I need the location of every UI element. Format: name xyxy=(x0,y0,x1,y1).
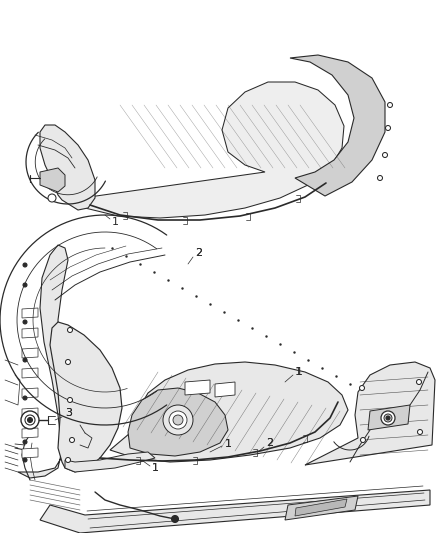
Circle shape xyxy=(67,398,73,402)
Text: 2: 2 xyxy=(266,438,273,448)
Polygon shape xyxy=(22,448,38,458)
Circle shape xyxy=(23,458,27,462)
Polygon shape xyxy=(22,388,38,398)
Text: 2: 2 xyxy=(195,248,202,258)
Circle shape xyxy=(67,327,73,333)
Text: 3: 3 xyxy=(65,408,72,418)
Circle shape xyxy=(70,438,74,442)
Polygon shape xyxy=(290,55,385,196)
Circle shape xyxy=(386,416,390,420)
Text: 3: 3 xyxy=(65,408,72,418)
Circle shape xyxy=(173,415,183,425)
Circle shape xyxy=(23,283,27,287)
Circle shape xyxy=(385,125,391,131)
Polygon shape xyxy=(40,168,65,192)
Polygon shape xyxy=(215,382,235,397)
Circle shape xyxy=(23,358,27,362)
Circle shape xyxy=(417,379,421,384)
Polygon shape xyxy=(40,490,430,533)
Polygon shape xyxy=(22,328,38,338)
Polygon shape xyxy=(22,428,38,438)
Polygon shape xyxy=(22,348,38,358)
Text: 1: 1 xyxy=(225,439,232,449)
Polygon shape xyxy=(295,499,347,516)
Circle shape xyxy=(25,415,35,425)
Circle shape xyxy=(417,430,423,434)
Polygon shape xyxy=(128,388,228,456)
Circle shape xyxy=(48,194,56,202)
Polygon shape xyxy=(40,125,95,210)
Text: 2: 2 xyxy=(266,438,273,448)
Circle shape xyxy=(381,411,395,425)
Text: 1: 1 xyxy=(152,463,159,473)
Polygon shape xyxy=(50,322,122,472)
Polygon shape xyxy=(22,368,38,378)
Circle shape xyxy=(388,102,392,108)
Circle shape xyxy=(360,438,365,442)
Polygon shape xyxy=(110,362,348,462)
Polygon shape xyxy=(305,362,435,465)
Circle shape xyxy=(169,411,187,429)
Circle shape xyxy=(163,405,193,435)
Circle shape xyxy=(172,515,179,522)
Polygon shape xyxy=(68,82,344,218)
Circle shape xyxy=(378,175,382,181)
Circle shape xyxy=(384,414,392,422)
Circle shape xyxy=(28,417,32,423)
Circle shape xyxy=(21,411,39,429)
Circle shape xyxy=(23,396,27,400)
Polygon shape xyxy=(185,380,210,395)
Text: 1: 1 xyxy=(296,367,303,377)
Polygon shape xyxy=(22,408,38,418)
Circle shape xyxy=(66,457,71,463)
Text: 1: 1 xyxy=(112,217,119,227)
Circle shape xyxy=(382,152,388,157)
Polygon shape xyxy=(285,496,358,520)
Circle shape xyxy=(360,385,364,391)
Text: 1: 1 xyxy=(152,463,159,473)
Circle shape xyxy=(23,320,27,324)
Polygon shape xyxy=(65,452,155,472)
Text: 1: 1 xyxy=(225,439,232,449)
Text: 1: 1 xyxy=(295,367,302,377)
Polygon shape xyxy=(18,245,68,478)
Circle shape xyxy=(23,263,27,267)
Circle shape xyxy=(23,440,27,444)
Circle shape xyxy=(66,359,71,365)
Polygon shape xyxy=(22,308,38,318)
Polygon shape xyxy=(368,405,410,430)
Text: 2: 2 xyxy=(195,248,202,258)
